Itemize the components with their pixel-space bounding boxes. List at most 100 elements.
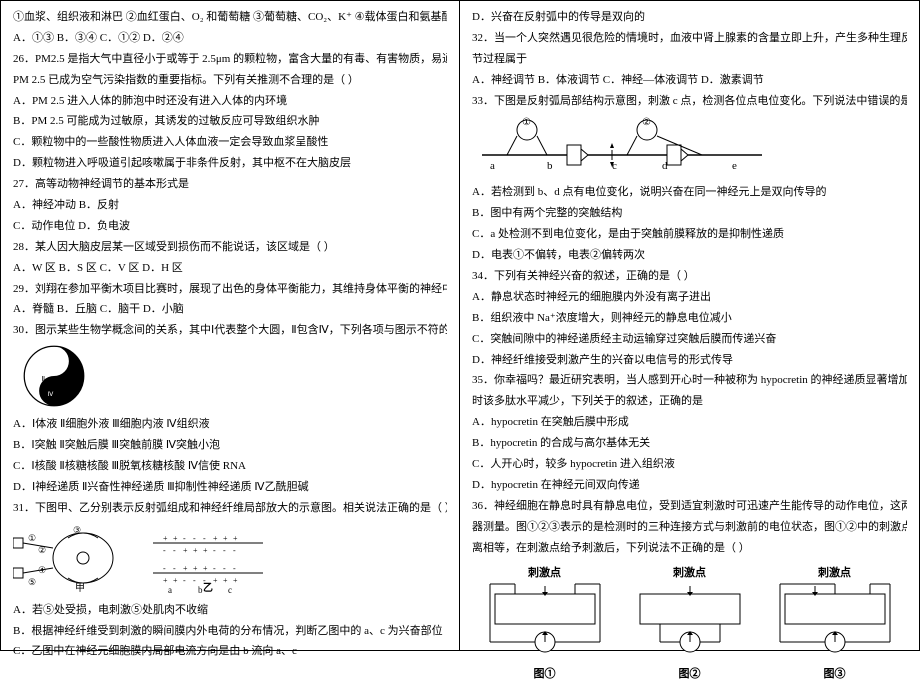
text-line: A．神经冲动 B．反射 [13, 195, 447, 216]
text-line: C．Ⅰ核酸 Ⅱ核糖核酸 Ⅲ脱氧核糖核酸 Ⅳ信使 RNA [13, 456, 447, 477]
svg-text:①: ① [522, 117, 531, 128]
svg-text:甲: 甲 [75, 583, 85, 593]
text-line: 节过程属于 [472, 49, 907, 70]
reflex-arc-diagram: ① ② a b c d e [472, 115, 772, 175]
text-line: A．神经调节 B．体液调节 C．神经—体液调节 D．激素调节 [472, 70, 907, 91]
svg-text:Ⅱ: Ⅱ [42, 376, 45, 383]
fig-caption: 图② [630, 665, 750, 681]
svg-text:-: - [163, 546, 166, 555]
text-line: D．电表①不偏转，电表②偏转两次 [472, 245, 907, 266]
svg-text:④: ④ [38, 565, 46, 575]
text-line: B．图中有两个完整的突触结构 [472, 203, 907, 224]
figure-1: 刺激点 图① [485, 564, 605, 681]
text-line: D．Ⅰ神经递质 Ⅱ兴奋性神经递质 Ⅲ抑制性神经递质 Ⅳ乙酰胆碱 [13, 477, 447, 498]
text-line: C．乙图中在神经元细胞膜内局部电流方向是由 b 流向 a、c [13, 641, 447, 662]
svg-text:-: - [173, 546, 176, 555]
text-line: D．颗粒物进入呼吸道引起咳嗽属于非条件反射，其中枢不在大脑皮层 [13, 153, 447, 174]
text-line: C．突触间隙中的神经递质经主动运输穿过突触后膜而传递兴奋 [472, 329, 907, 350]
svg-text:+: + [213, 534, 218, 543]
svg-text:c: c [228, 585, 232, 593]
svg-text:+: + [183, 564, 188, 573]
svg-text:-: - [183, 576, 186, 585]
text-line: ①血浆、组织液和淋巴 ②血红蛋白、O₂ 和葡萄糖 ③葡萄糖、CO₂、K⁺ ④载体… [13, 7, 447, 28]
text-line: A．脊髓 B．丘脑 C．脑干 D．小脑 [13, 299, 447, 320]
stim-label: 刺激点 [775, 564, 895, 580]
svg-text:a: a [490, 160, 495, 172]
text-line: A．PM 2.5 进入人体的肺泡中时还没有进入人体的内环境 [13, 91, 447, 112]
text-line: 离相等，在刺激点给予刺激后，下列说法不正确的是（ ） [472, 538, 907, 559]
svg-text:b: b [547, 160, 553, 172]
stim-label: 刺激点 [630, 564, 750, 580]
right-column: D．兴奋在反射弧中的传导是双向的 32．当一个人突然遇见很危险的情境时，血液中肾… [460, 1, 919, 650]
text-line: A．hypocretin 在突触后膜中形成 [472, 412, 907, 433]
left-column: ①血浆、组织液和淋巴 ②血红蛋白、O₂ 和葡萄糖 ③葡萄糖、CO₂、K⁺ ④载体… [1, 1, 460, 650]
svg-text:-: - [233, 546, 236, 555]
reflex-diagram: ① ② ③ ④ ⑤ 甲 ++---+++ --+++--- --+++--- +… [13, 523, 273, 593]
svg-text:①: ① [28, 533, 36, 543]
text-line: 器测量。图①②③表示的是检测时的三种连接方式与刺激前的电位状态，图①②中的刺激点… [472, 517, 907, 538]
text-line: B．hypocretin 的合成与高尔基体无关 [472, 433, 907, 454]
text-line: 27．高等动物神经调节的基本形式是 [13, 174, 447, 195]
svg-text:-: - [193, 576, 196, 585]
text-line: 31．下图甲、乙分别表示反射弧组成和神经纤维局部放大的示意图。相关说法正确的是（… [13, 498, 447, 519]
svg-text:+: + [193, 564, 198, 573]
text-line: 33．下图是反射弧局部结构示意图，刺激 c 点，检测各位点电位变化。下列说法中错… [472, 91, 907, 112]
text-line: B．根据神经纤维受到刺激的瞬间膜内外电荷的分布情况，判断乙图中的 a、c 为兴奋… [13, 621, 447, 642]
text-line: C．颗粒物中的一些酸性物质进入人体血液一定会导致血浆呈酸性 [13, 132, 447, 153]
svg-text:-: - [233, 564, 236, 573]
svg-text:-: - [203, 534, 206, 543]
text-line: B．组织液中 Na⁺浓度增大，则神经元的静息电位减小 [472, 308, 907, 329]
text-line: A．若检测到 b、d 点有电位变化，说明兴奋在同一神经元上是双向传导的 [472, 182, 907, 203]
taiji-diagram: Ⅲ Ⅱ Ⅳ [23, 345, 85, 407]
svg-text:Ⅳ: Ⅳ [48, 391, 54, 398]
svg-text:+: + [173, 576, 178, 585]
svg-text:+: + [193, 546, 198, 555]
svg-text:+: + [173, 534, 178, 543]
text-line: 36．神经细胞在静息时具有静息电位，受到适宜刺激时可迅速产生能传导的动作电位，这… [472, 496, 907, 517]
svg-text:-: - [173, 564, 176, 573]
svg-text:-: - [213, 564, 216, 573]
svg-text:+: + [203, 546, 208, 555]
svg-text:+: + [213, 576, 218, 585]
svg-text:+: + [233, 576, 238, 585]
text-line: D．hypocretin 在神经元间双向传递 [472, 475, 907, 496]
svg-text:+: + [163, 534, 168, 543]
text-line: C．人开心时，较多 hypocretin 进入组织液 [472, 454, 907, 475]
svg-text:e: e [732, 160, 737, 172]
stim-svg-2 [630, 582, 750, 662]
text-line: D．神经纤维接受刺激产生的兴奋以电信号的形式传导 [472, 350, 907, 371]
text-line: A．W 区 B．S 区 C．V 区 D．H 区 [13, 258, 447, 279]
text-line: A．静息状态时神经元的细胞膜内外没有离子进出 [472, 287, 907, 308]
stimulus-figures: 刺激点 图① [472, 564, 907, 681]
text-line: B．Ⅰ突触 Ⅱ突触后膜 Ⅲ突触前膜 Ⅳ突触小泡 [13, 435, 447, 456]
text-line: 32．当一个人突然遇见很危险的情境时，血液中肾上腺素的含量立即上升，产生多种生理… [472, 28, 907, 49]
svg-text:-: - [193, 534, 196, 543]
svg-text:乙: 乙 [203, 582, 213, 593]
text-line: C．动作电位 D．负电波 [13, 216, 447, 237]
svg-text:-: - [223, 564, 226, 573]
svg-text:+: + [183, 546, 188, 555]
svg-text:-: - [163, 564, 166, 573]
stim-svg-3 [775, 582, 895, 662]
svg-text:c: c [612, 160, 617, 172]
svg-text:③: ③ [73, 525, 81, 535]
svg-text:⑤: ⑤ [28, 577, 36, 587]
text-line: A．Ⅰ体液 Ⅱ细胞外液 Ⅲ细胞内液 Ⅳ组织液 [13, 414, 447, 435]
text-line: 26．PM2.5 是指大气中直径小于或等于 2.5μm 的颗粒物，富含大量的有毒… [13, 49, 447, 70]
svg-text:+: + [223, 576, 228, 585]
fig-caption: 图① [485, 665, 605, 681]
svg-text:②: ② [38, 545, 46, 555]
stim-label: 刺激点 [485, 564, 605, 580]
svg-text:d: d [662, 160, 668, 172]
text-line: C．a 处检测不到电位变化，是由于突触前膜释放的是抑制性递质 [472, 224, 907, 245]
text-line: 34．下列有关神经兴奋的叙述，正确的是（ ） [472, 266, 907, 287]
stim-svg-1 [485, 582, 605, 662]
svg-text:-: - [183, 534, 186, 543]
fig-caption: 图③ [775, 665, 895, 681]
text-line: B．PM 2.5 可能成为过敏原，其诱发的过敏反应可导致组织水肿 [13, 111, 447, 132]
svg-text:+: + [203, 564, 208, 573]
text-line: 29．刘翔在参加平衡木项目比赛时，展现了出色的身体平衡能力，其维持身体平衡的神经… [13, 279, 447, 300]
text-line: 30．图示某些生物学概念间的关系，其中Ⅰ代表整个大圆，Ⅱ包含Ⅳ，下列各项与图示不… [13, 320, 447, 341]
svg-text:+: + [163, 576, 168, 585]
svg-text:-: - [213, 546, 216, 555]
